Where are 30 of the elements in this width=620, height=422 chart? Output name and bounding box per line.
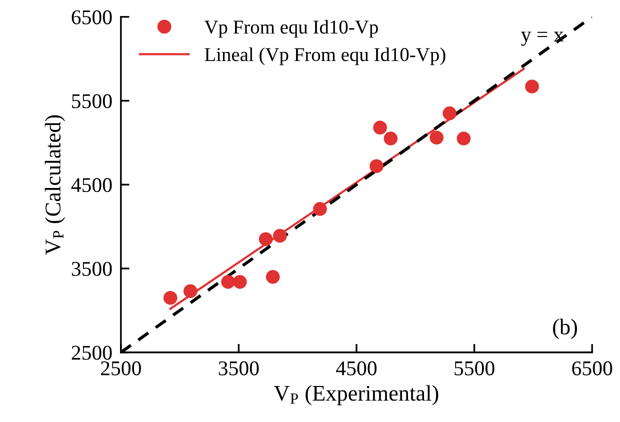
point xyxy=(163,290,178,305)
point xyxy=(525,80,539,94)
point xyxy=(273,228,287,243)
point xyxy=(221,275,236,289)
point xyxy=(430,130,444,145)
point xyxy=(373,120,387,134)
point xyxy=(442,106,456,120)
point xyxy=(313,202,327,216)
y-tick-label: 2500 xyxy=(72,346,112,360)
x-tick-label: 4500 xyxy=(336,361,377,376)
y-tick-label: 3500 xyxy=(72,262,112,276)
x-tick-label: 2500 xyxy=(100,361,141,376)
point xyxy=(456,132,471,146)
y-tick-label: 5500 xyxy=(72,94,112,108)
annotation: (b) xyxy=(553,318,577,339)
point xyxy=(384,132,398,146)
point xyxy=(183,284,198,298)
legend-label: Lineal (Vp From equ Id10-Vp) xyxy=(204,47,446,66)
point xyxy=(258,232,273,246)
y-tick-label: 6500 xyxy=(72,10,112,24)
x-tick-label: 6500 xyxy=(572,361,612,376)
y-tick-label: 4500 xyxy=(71,178,112,192)
x-axis-title: V$_{P}$ (Experimental) xyxy=(274,385,438,406)
x-tick-label: 5500 xyxy=(454,361,494,376)
point xyxy=(266,270,280,284)
y-axis-title: V$_{P}$ (Calculated) xyxy=(44,115,66,255)
point xyxy=(232,275,247,289)
legend-label: Vp From equ Id10-Vp xyxy=(204,20,378,38)
x-tick-label: 3500 xyxy=(218,361,259,376)
point xyxy=(370,159,384,174)
